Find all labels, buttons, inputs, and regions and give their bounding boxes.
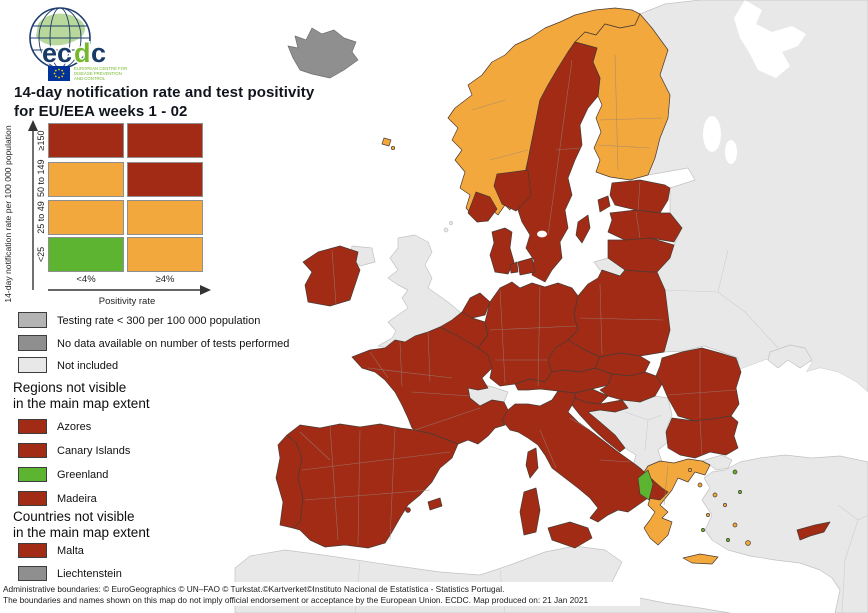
map-internal-borders-balkans bbox=[624, 411, 663, 451]
map-island-gotland bbox=[575, 214, 591, 244]
lake-onega bbox=[725, 140, 737, 164]
map-internal-borders-middle-east bbox=[837, 504, 868, 613]
map-country-sweden bbox=[511, 41, 601, 283]
map-country-finland bbox=[574, 13, 671, 181]
map-country-portugal bbox=[275, 434, 304, 529]
map-island-zealand bbox=[517, 257, 536, 276]
map-island-sicily bbox=[547, 521, 593, 549]
map-islands-shetland bbox=[449, 221, 453, 225]
map-island-ibiza bbox=[405, 507, 411, 513]
map-country-hungary bbox=[599, 371, 663, 403]
lake-ladoga bbox=[703, 116, 721, 152]
map-region-norway-southwest-dark-red bbox=[467, 191, 498, 223]
map-region-crimea bbox=[767, 344, 813, 369]
map-islands-orkney bbox=[443, 227, 449, 233]
map-country-bulgaria bbox=[665, 415, 739, 459]
map-islands-faroe bbox=[381, 137, 392, 147]
map-region-european-turkey bbox=[701, 454, 733, 471]
map-region-borders bbox=[299, 54, 737, 546]
map-country-estonia bbox=[609, 179, 671, 214]
white-sea bbox=[734, 0, 806, 78]
map-island-corsica bbox=[525, 447, 539, 479]
map-country-turkey bbox=[701, 454, 868, 613]
map-country-cyprus bbox=[796, 521, 831, 541]
map-region-norway-oslo-dark-red bbox=[493, 169, 532, 212]
lake-vanern bbox=[537, 230, 547, 238]
black-sea bbox=[733, 355, 868, 452]
map-aegean-islands-green bbox=[701, 469, 742, 542]
map-island-sardinia bbox=[519, 487, 541, 536]
map-country-ireland bbox=[302, 245, 361, 307]
map-country-iceland bbox=[287, 27, 359, 79]
map-country-italy bbox=[501, 390, 669, 523]
map-country-latvia bbox=[607, 209, 683, 243]
map-aegean-islands-orange bbox=[688, 468, 751, 546]
map-country-lithuania bbox=[607, 237, 675, 273]
map-country-croatia bbox=[571, 397, 629, 453]
map-region-greece-epirus-green bbox=[637, 469, 654, 501]
map-island-mallorca bbox=[427, 497, 443, 511]
map-country-france bbox=[351, 326, 509, 445]
map-country-greece bbox=[639, 458, 711, 546]
map-island-funen bbox=[509, 261, 519, 274]
map-islands-faroe-south bbox=[390, 145, 396, 151]
map-country-romania bbox=[655, 347, 742, 422]
map-island-crete bbox=[682, 553, 719, 565]
map-islands-saaremaa bbox=[597, 195, 611, 213]
map-internal-borders-east bbox=[662, 249, 779, 349]
